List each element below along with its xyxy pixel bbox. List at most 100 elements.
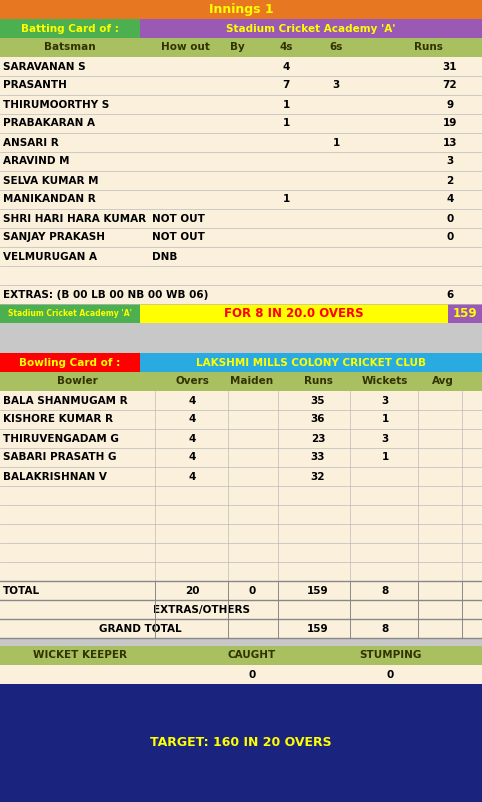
- Text: 159: 159: [307, 623, 329, 634]
- Text: 0: 0: [248, 670, 255, 679]
- Bar: [0, 114, 482, 133]
- Text: 1: 1: [282, 195, 290, 205]
- Bar: [0, 266, 482, 285]
- Bar: [0, 323, 482, 353]
- Bar: [0, 448, 482, 467]
- Bar: [0, 638, 482, 646]
- Bar: [0, 152, 482, 171]
- Text: NOT OUT: NOT OUT: [152, 233, 205, 242]
- Text: 4: 4: [446, 195, 454, 205]
- Bar: [0, 581, 482, 600]
- Text: DNB: DNB: [152, 252, 177, 261]
- Bar: [0, 600, 482, 619]
- Text: 72: 72: [442, 80, 457, 91]
- Text: 9: 9: [446, 99, 454, 110]
- Text: VELMURUGAN A: VELMURUGAN A: [3, 252, 97, 261]
- Text: THIRUMOORTHY S: THIRUMOORTHY S: [3, 99, 109, 110]
- Bar: [0, 228, 482, 247]
- Bar: [140, 304, 448, 323]
- Text: 4s: 4s: [279, 43, 293, 52]
- Text: 4: 4: [188, 395, 196, 406]
- Text: 23: 23: [311, 434, 325, 444]
- Text: 31: 31: [443, 62, 457, 71]
- Text: STUMPING: STUMPING: [359, 650, 421, 661]
- Text: 159: 159: [307, 585, 329, 596]
- Text: Bowling Card of :: Bowling Card of :: [19, 358, 120, 367]
- Text: 1: 1: [282, 119, 290, 128]
- Bar: [0, 76, 482, 95]
- Bar: [0, 285, 482, 304]
- Bar: [0, 619, 482, 638]
- Bar: [0, 646, 482, 665]
- Text: 35: 35: [311, 395, 325, 406]
- Text: 0: 0: [387, 670, 394, 679]
- Text: 4: 4: [282, 62, 290, 71]
- Bar: [0, 391, 482, 410]
- Text: 6: 6: [446, 290, 454, 299]
- Text: 1: 1: [381, 415, 388, 424]
- Bar: [0, 543, 482, 562]
- Text: SANJAY PRAKASH: SANJAY PRAKASH: [3, 233, 105, 242]
- Text: 1: 1: [333, 137, 340, 148]
- Bar: [0, 38, 482, 57]
- Bar: [0, 171, 482, 190]
- Text: 13: 13: [443, 137, 457, 148]
- Text: By: By: [229, 43, 244, 52]
- Bar: [0, 19, 140, 38]
- Text: Batsman: Batsman: [44, 43, 96, 52]
- Text: 3: 3: [381, 434, 388, 444]
- Bar: [0, 372, 482, 391]
- Bar: [0, 133, 482, 152]
- Text: 1: 1: [381, 452, 388, 463]
- Text: SHRI HARI HARA KUMAR: SHRI HARI HARA KUMAR: [3, 213, 146, 224]
- Text: 3: 3: [381, 395, 388, 406]
- Text: How out: How out: [161, 43, 210, 52]
- Text: EXTRAS: (B 00 LB 00 NB 00 WB 06): EXTRAS: (B 00 LB 00 NB 00 WB 06): [3, 290, 208, 299]
- Text: 20: 20: [185, 585, 199, 596]
- Bar: [0, 209, 482, 228]
- Text: SARAVANAN S: SARAVANAN S: [3, 62, 86, 71]
- Text: 4: 4: [188, 452, 196, 463]
- Bar: [448, 304, 482, 323]
- Bar: [0, 467, 482, 486]
- Text: NOT OUT: NOT OUT: [152, 213, 205, 224]
- Text: LAKSHMI MILLS COLONY CRICKET CLUB: LAKSHMI MILLS COLONY CRICKET CLUB: [196, 358, 426, 367]
- Text: TOTAL: TOTAL: [3, 585, 40, 596]
- Text: THIRUVENGADAM G: THIRUVENGADAM G: [3, 434, 119, 444]
- Text: BALA SHANMUGAM R: BALA SHANMUGAM R: [3, 395, 128, 406]
- Text: KISHORE KUMAR R: KISHORE KUMAR R: [3, 415, 113, 424]
- Text: 2: 2: [446, 176, 454, 185]
- Text: 4: 4: [188, 472, 196, 481]
- Bar: [140, 353, 482, 372]
- Text: WICKET KEEPER: WICKET KEEPER: [33, 650, 127, 661]
- Text: 19: 19: [443, 119, 457, 128]
- Text: 8: 8: [381, 585, 388, 596]
- Text: CAUGHT: CAUGHT: [228, 650, 276, 661]
- Text: PRABAKARAN A: PRABAKARAN A: [3, 119, 95, 128]
- Text: 36: 36: [311, 415, 325, 424]
- Text: 32: 32: [311, 472, 325, 481]
- Text: FOR 8 IN 20.0 OVERS: FOR 8 IN 20.0 OVERS: [224, 307, 364, 320]
- Text: Batting Card of :: Batting Card of :: [21, 23, 119, 34]
- Text: Runs: Runs: [414, 43, 442, 52]
- Bar: [0, 665, 482, 684]
- Text: 8: 8: [381, 623, 388, 634]
- Text: 3: 3: [446, 156, 454, 167]
- Text: ARAVIND M: ARAVIND M: [3, 156, 69, 167]
- Text: 7: 7: [282, 80, 290, 91]
- Bar: [0, 524, 482, 543]
- Bar: [0, 429, 482, 448]
- Bar: [0, 247, 482, 266]
- Text: Bowler: Bowler: [57, 376, 98, 387]
- Bar: [0, 486, 482, 505]
- Bar: [0, 684, 482, 802]
- Text: BALAKRISHNAN V: BALAKRISHNAN V: [3, 472, 107, 481]
- Text: Runs: Runs: [304, 376, 333, 387]
- Text: TARGET: 160 IN 20 OVERS: TARGET: 160 IN 20 OVERS: [150, 736, 332, 750]
- Text: Avg: Avg: [432, 376, 454, 387]
- Text: Maiden: Maiden: [230, 376, 274, 387]
- Text: 0: 0: [446, 213, 454, 224]
- Text: ANSARI R: ANSARI R: [3, 137, 59, 148]
- Text: 6s: 6s: [329, 43, 343, 52]
- Text: Stadium Cricket Academy 'A': Stadium Cricket Academy 'A': [226, 23, 396, 34]
